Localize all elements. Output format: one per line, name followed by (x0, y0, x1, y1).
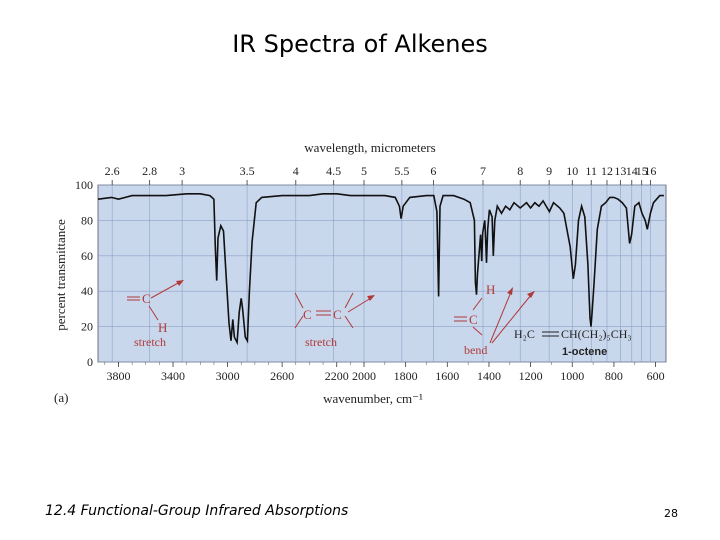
molecule-structure: H₂C CH(CH₂)₅CH₃ 1-octene (514, 327, 632, 358)
spectrum-line (97, 193, 664, 346)
top-tick-label: 6 (430, 164, 436, 178)
x-axis-label: wavenumber, cm⁻¹ (323, 391, 423, 406)
y-tick-label: 20 (81, 320, 93, 334)
annotation-bend-label: bend (464, 343, 487, 357)
x-tick-label: 600 (647, 369, 665, 383)
top-tick-label: 3 (179, 164, 185, 178)
y-axis-ticks: 0 20 40 60 80 100 (75, 178, 93, 369)
annotation-cc-c1-atom: C (303, 307, 312, 322)
top-tick-label: 2.8 (142, 164, 157, 178)
top-tick-label: 2.6 (105, 164, 120, 178)
molecule-left: H₂C (514, 327, 535, 341)
y-tick-label: 0 (87, 355, 93, 369)
annotation-cc-stretch-label: stretch (305, 335, 337, 349)
top-tick-label: 12 (601, 164, 613, 178)
ir-spectrum-figure: wavelength, micrometers 2.6 2.8 3 3.5 4 4.5 5 5… (50, 130, 680, 410)
annotation-bend-c-atom: C (469, 312, 478, 327)
slide-title: IR Spectra of Alkenes (232, 30, 488, 58)
x-tick-label: 3800 (106, 369, 130, 383)
top-tick-label: 14 (626, 164, 638, 178)
y-tick-label: 40 (81, 284, 93, 298)
x-tick-label: 3000 (216, 369, 240, 383)
annotation-ch-stretch-label: stretch (134, 335, 166, 349)
top-tick-label: 5 (361, 164, 367, 178)
x-axis-ticks: 3800 3400 3000 2600 2200 2000 1800 1600 1400 1200… (104, 362, 665, 383)
top-tick-label: 4 (293, 164, 299, 178)
top-tick-label: 15 (636, 164, 648, 178)
x-tick-label: 3400 (161, 369, 185, 383)
page-number: 28 (664, 507, 678, 520)
annotation-cc-c2-atom: C (333, 307, 342, 322)
panel-label: (a) (54, 390, 68, 405)
x-tick-label: 1600 (435, 369, 459, 383)
top-tick-label: 10 (566, 164, 578, 178)
top-tick-label: 7 (480, 164, 486, 178)
annotation-bend-h-atom: H (486, 282, 495, 297)
annotation-ch-bend: H C bend (454, 282, 535, 357)
molecule-right: CH(CH₂)₅CH₃ (561, 327, 632, 341)
top-axis-label: wavelength, micrometers (304, 140, 435, 155)
annotation-ch-h-atom: H (158, 320, 167, 335)
annotation-cc-stretch: C C stretch (294, 292, 375, 349)
y-tick-label: 100 (75, 178, 93, 192)
spectrum-svg: wavelength, micrometers 2.6 2.8 3 3.5 4 4.5 5 5… (53, 140, 667, 406)
annotation-ch-stretch: C H stretch (127, 280, 184, 349)
top-tick-label: 8 (517, 164, 523, 178)
top-tick-label: 13 (614, 164, 626, 178)
plot-area (97, 184, 667, 363)
x-tick-label: 2000 (352, 369, 376, 383)
x-tick-label: 2200 (325, 369, 349, 383)
top-tick-label: 3.5 (240, 164, 255, 178)
top-tick-label: 16 (644, 164, 656, 178)
y-tick-label: 80 (81, 213, 93, 227)
y-tick-label: 60 (81, 249, 93, 263)
annotation-ch-c-atom: C (142, 291, 151, 306)
y-axis-label: percent transmittance (53, 219, 68, 331)
x-tick-label: 2600 (270, 369, 294, 383)
top-tick-label: 5.5 (394, 164, 409, 178)
x-tick-label: 800 (605, 369, 623, 383)
footer-caption: 12.4 Functional-Group Infrared Absorptio… (45, 503, 349, 519)
x-tick-label: 1400 (477, 369, 501, 383)
x-tick-label: 1200 (519, 369, 543, 383)
top-tick-label: 11 (585, 164, 597, 178)
top-tick-label: 4.5 (326, 164, 341, 178)
x-tick-label: 1000 (560, 369, 584, 383)
x-tick-label: 1800 (394, 369, 418, 383)
top-tick-label: 9 (546, 164, 552, 178)
compound-name: 1-octene (562, 346, 607, 358)
